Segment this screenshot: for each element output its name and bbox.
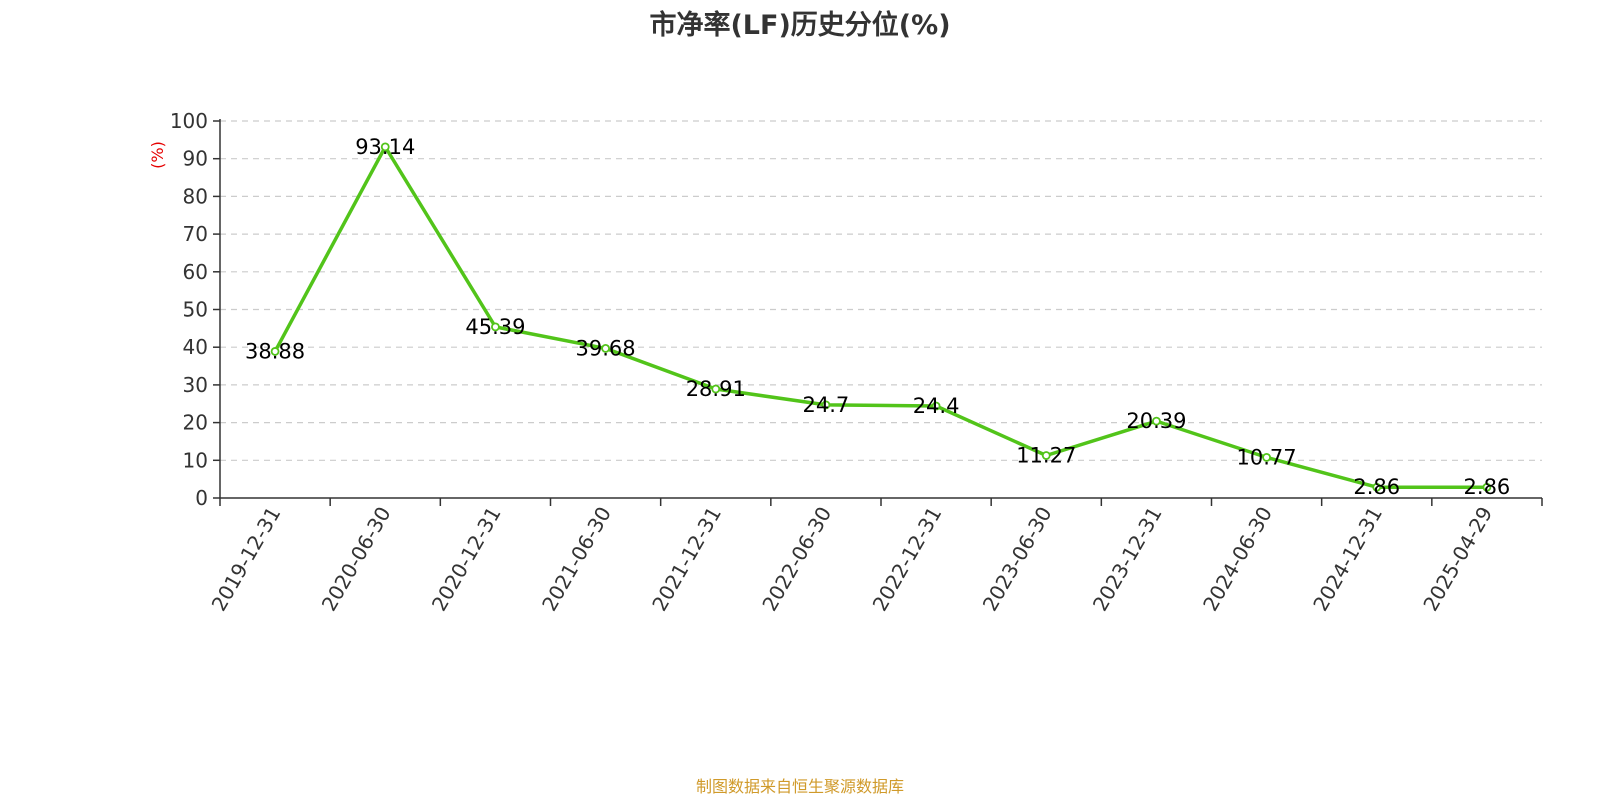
data-points bbox=[270, 142, 1492, 492]
data-label-2020-06-30: 93.14 bbox=[355, 135, 415, 159]
y-tick-label-70: 70 bbox=[183, 222, 208, 246]
data-label-2023-12-31: 20.39 bbox=[1126, 409, 1186, 433]
grid-lines bbox=[220, 120, 1542, 461]
x-tick-label-2023-12-31: 2023-12-31 bbox=[1088, 503, 1167, 616]
source-note: 制图数据来自恒生聚源数据库 bbox=[696, 777, 904, 796]
data-point-2019-12-31 bbox=[270, 347, 280, 356]
data-labels: 38.88 93.14 45.39 39.68 28.91 24.7 24.4 11.27 20… bbox=[245, 135, 1510, 499]
data-point-2020-06-30 bbox=[380, 142, 390, 152]
data-point-2020-12-31 bbox=[491, 322, 500, 332]
data-point-2023-06-30 bbox=[1041, 451, 1051, 460]
y-tick-label-0: 0 bbox=[195, 486, 208, 510]
y-tick-label-40: 40 bbox=[183, 335, 208, 359]
y-axis-unit-label: (%) bbox=[148, 141, 167, 169]
data-label-2024-06-30: 10.77 bbox=[1237, 445, 1297, 469]
x-tick-label-2022-06-30: 2022-06-30 bbox=[757, 503, 836, 616]
chart-title: 市净率(LF)历史分位(%) bbox=[649, 9, 950, 41]
data-point-2025-04-29 bbox=[1482, 482, 1492, 492]
x-tick-label-2022-12-31: 2022-12-31 bbox=[868, 503, 947, 616]
x-tick-label-2024-06-30: 2024-06-30 bbox=[1198, 503, 1277, 616]
data-label-2020-12-31: 45.39 bbox=[465, 315, 525, 339]
axes bbox=[213, 119, 1543, 506]
x-tick-label-2025-04-29: 2025-04-29 bbox=[1418, 503, 1497, 616]
y-tick-label-60: 60 bbox=[183, 260, 208, 284]
y-tick-label-90: 90 bbox=[183, 147, 208, 171]
series-line-0 bbox=[273, 145, 1489, 489]
data-point-2022-12-31 bbox=[931, 401, 941, 411]
data-label-2023-06-30: 11.27 bbox=[1016, 444, 1076, 468]
y-tick-label-20: 20 bbox=[183, 411, 208, 435]
data-label-2024-12-31: 2.86 bbox=[1353, 475, 1400, 499]
data-point-2024-12-31 bbox=[1372, 482, 1382, 492]
y-tick-label-80: 80 bbox=[183, 184, 208, 208]
x-tick-label-2023-06-30: 2023-06-30 bbox=[978, 503, 1057, 616]
data-label-2022-06-30: 24.7 bbox=[803, 393, 850, 417]
tick-labels: 0 10 20 30 40 50 60 70 80 90 100 2019-12-31 2020-06-… bbox=[170, 109, 1497, 615]
x-tick-label-2021-06-30: 2021-06-30 bbox=[537, 503, 616, 616]
x-tick-label-2019-12-31: 2019-12-31 bbox=[207, 503, 286, 616]
x-tick-label-2021-12-31: 2021-12-31 bbox=[647, 503, 726, 616]
y-tick-label-10: 10 bbox=[183, 448, 208, 472]
data-label-2021-12-31: 28.91 bbox=[686, 377, 746, 401]
data-point-2023-12-31 bbox=[1152, 416, 1161, 426]
data-label-2021-06-30: 39.68 bbox=[576, 336, 636, 360]
data-point-2022-06-30 bbox=[821, 400, 831, 410]
data-point-2021-12-31 bbox=[711, 384, 721, 394]
data-point-2024-06-30 bbox=[1262, 452, 1271, 462]
x-tick-label-2024-12-31: 2024-12-31 bbox=[1308, 503, 1387, 616]
data-point-2021-06-30 bbox=[601, 344, 610, 353]
y-tick-label-50: 50 bbox=[183, 298, 208, 322]
y-tick-label-30: 30 bbox=[183, 373, 208, 397]
series-line-group bbox=[273, 145, 1489, 489]
x-tick-label-2020-06-30: 2020-06-30 bbox=[317, 503, 396, 616]
x-tick-label-2020-12-31: 2020-12-31 bbox=[427, 503, 506, 616]
data-label-2025-04-29: 2.86 bbox=[1464, 475, 1511, 499]
y-tick-label-100: 100 bbox=[170, 109, 208, 133]
data-label-2022-12-31: 24.4 bbox=[913, 394, 960, 418]
data-label-2019-12-31: 38.88 bbox=[245, 339, 305, 363]
